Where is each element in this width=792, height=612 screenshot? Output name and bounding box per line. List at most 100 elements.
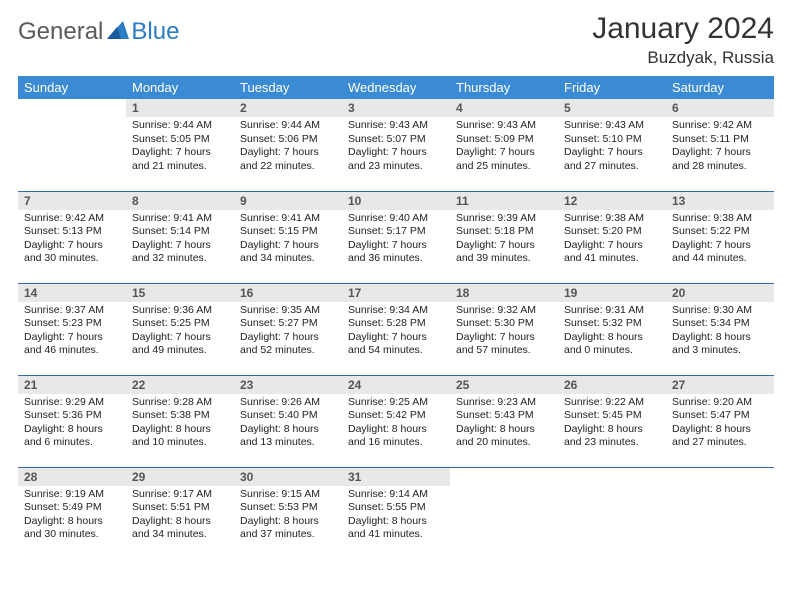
day-details: Sunrise: 9:25 AMSunset: 5:42 PMDaylight:… xyxy=(342,394,450,455)
calendar-cell xyxy=(558,467,666,559)
calendar-cell: 17Sunrise: 9:34 AMSunset: 5:28 PMDayligh… xyxy=(342,283,450,375)
day-number: 15 xyxy=(126,284,234,302)
daylight-text: Daylight: 7 hours xyxy=(132,239,228,253)
calendar-cell: 21Sunrise: 9:29 AMSunset: 5:36 PMDayligh… xyxy=(18,375,126,467)
sunset-text: Sunset: 5:38 PM xyxy=(132,409,228,423)
sunrise-text: Sunrise: 9:20 AM xyxy=(672,396,768,410)
calendar-cell: 5Sunrise: 9:43 AMSunset: 5:10 PMDaylight… xyxy=(558,99,666,191)
sunrise-text: Sunrise: 9:38 AM xyxy=(564,212,660,226)
day-details: Sunrise: 9:15 AMSunset: 5:53 PMDaylight:… xyxy=(234,486,342,547)
sunrise-text: Sunrise: 9:23 AM xyxy=(456,396,552,410)
sunrise-text: Sunrise: 9:41 AM xyxy=(132,212,228,226)
daylight-text: Daylight: 7 hours xyxy=(24,331,120,345)
daylight-text: Daylight: 7 hours xyxy=(456,331,552,345)
daylight-text: Daylight: 7 hours xyxy=(240,146,336,160)
sunrise-text: Sunrise: 9:44 AM xyxy=(240,119,336,133)
day-details: Sunrise: 9:42 AMSunset: 5:11 PMDaylight:… xyxy=(666,117,774,178)
sunrise-text: Sunrise: 9:29 AM xyxy=(24,396,120,410)
sunset-text: Sunset: 5:27 PM xyxy=(240,317,336,331)
day-details: Sunrise: 9:37 AMSunset: 5:23 PMDaylight:… xyxy=(18,302,126,363)
sunset-text: Sunset: 5:36 PM xyxy=(24,409,120,423)
daylight-text-2: and 34 minutes. xyxy=(240,252,336,266)
calendar-cell: 26Sunrise: 9:22 AMSunset: 5:45 PMDayligh… xyxy=(558,375,666,467)
sunrise-text: Sunrise: 9:15 AM xyxy=(240,488,336,502)
sunset-text: Sunset: 5:30 PM xyxy=(456,317,552,331)
daylight-text: Daylight: 7 hours xyxy=(348,146,444,160)
day-details: Sunrise: 9:43 AMSunset: 5:07 PMDaylight:… xyxy=(342,117,450,178)
day-header-row: Sunday Monday Tuesday Wednesday Thursday… xyxy=(18,76,774,99)
day-number: 30 xyxy=(234,468,342,486)
logo-triangle-icon xyxy=(107,21,129,44)
calendar-cell: 22Sunrise: 9:28 AMSunset: 5:38 PMDayligh… xyxy=(126,375,234,467)
sunset-text: Sunset: 5:42 PM xyxy=(348,409,444,423)
calendar-cell: 18Sunrise: 9:32 AMSunset: 5:30 PMDayligh… xyxy=(450,283,558,375)
sunset-text: Sunset: 5:11 PM xyxy=(672,133,768,147)
day-details: Sunrise: 9:31 AMSunset: 5:32 PMDaylight:… xyxy=(558,302,666,363)
calendar-cell: 20Sunrise: 9:30 AMSunset: 5:34 PMDayligh… xyxy=(666,283,774,375)
sunset-text: Sunset: 5:13 PM xyxy=(24,225,120,239)
daylight-text: Daylight: 8 hours xyxy=(564,423,660,437)
daylight-text-2: and 39 minutes. xyxy=(456,252,552,266)
daylight-text: Daylight: 7 hours xyxy=(456,239,552,253)
daylight-text: Daylight: 7 hours xyxy=(672,239,768,253)
daylight-text-2: and 21 minutes. xyxy=(132,160,228,174)
day-details: Sunrise: 9:30 AMSunset: 5:34 PMDaylight:… xyxy=(666,302,774,363)
sunrise-text: Sunrise: 9:39 AM xyxy=(456,212,552,226)
day-details: Sunrise: 9:17 AMSunset: 5:51 PMDaylight:… xyxy=(126,486,234,547)
daylight-text-2: and 32 minutes. xyxy=(132,252,228,266)
calendar-cell: 3Sunrise: 9:43 AMSunset: 5:07 PMDaylight… xyxy=(342,99,450,191)
calendar-cell: 2Sunrise: 9:44 AMSunset: 5:06 PMDaylight… xyxy=(234,99,342,191)
sunrise-text: Sunrise: 9:31 AM xyxy=(564,304,660,318)
daylight-text-2: and 27 minutes. xyxy=(672,436,768,450)
day-number: 13 xyxy=(666,192,774,210)
calendar-cell: 4Sunrise: 9:43 AMSunset: 5:09 PMDaylight… xyxy=(450,99,558,191)
calendar-cell: 24Sunrise: 9:25 AMSunset: 5:42 PMDayligh… xyxy=(342,375,450,467)
header: General Blue January 2024 Buzdyak, Russi… xyxy=(18,12,774,68)
day-number: 10 xyxy=(342,192,450,210)
daylight-text-2: and 30 minutes. xyxy=(24,252,120,266)
daylight-text-2: and 13 minutes. xyxy=(240,436,336,450)
sunrise-text: Sunrise: 9:19 AM xyxy=(24,488,120,502)
sunset-text: Sunset: 5:06 PM xyxy=(240,133,336,147)
day-details: Sunrise: 9:40 AMSunset: 5:17 PMDaylight:… xyxy=(342,210,450,271)
day-number: 26 xyxy=(558,376,666,394)
calendar-cell: 29Sunrise: 9:17 AMSunset: 5:51 PMDayligh… xyxy=(126,467,234,559)
col-wednesday: Wednesday xyxy=(342,76,450,99)
daylight-text: Daylight: 7 hours xyxy=(672,146,768,160)
day-number: 18 xyxy=(450,284,558,302)
daylight-text-2: and 44 minutes. xyxy=(672,252,768,266)
calendar-cell: 7Sunrise: 9:42 AMSunset: 5:13 PMDaylight… xyxy=(18,191,126,283)
title-block: January 2024 Buzdyak, Russia xyxy=(592,12,774,68)
calendar-cell: 9Sunrise: 9:41 AMSunset: 5:15 PMDaylight… xyxy=(234,191,342,283)
daylight-text: Daylight: 8 hours xyxy=(672,331,768,345)
day-details: Sunrise: 9:23 AMSunset: 5:43 PMDaylight:… xyxy=(450,394,558,455)
daylight-text-2: and 27 minutes. xyxy=(564,160,660,174)
empty-cell xyxy=(558,468,666,486)
calendar-cell xyxy=(666,467,774,559)
day-details: Sunrise: 9:14 AMSunset: 5:55 PMDaylight:… xyxy=(342,486,450,547)
day-details: Sunrise: 9:22 AMSunset: 5:45 PMDaylight:… xyxy=(558,394,666,455)
calendar-cell: 23Sunrise: 9:26 AMSunset: 5:40 PMDayligh… xyxy=(234,375,342,467)
day-number: 1 xyxy=(126,99,234,117)
calendar-cell: 16Sunrise: 9:35 AMSunset: 5:27 PMDayligh… xyxy=(234,283,342,375)
col-saturday: Saturday xyxy=(666,76,774,99)
calendar-row: 28Sunrise: 9:19 AMSunset: 5:49 PMDayligh… xyxy=(18,467,774,559)
day-number: 14 xyxy=(18,284,126,302)
day-number: 5 xyxy=(558,99,666,117)
day-number: 3 xyxy=(342,99,450,117)
daylight-text: Daylight: 8 hours xyxy=(240,515,336,529)
daylight-text-2: and 16 minutes. xyxy=(348,436,444,450)
calendar-table: Sunday Monday Tuesday Wednesday Thursday… xyxy=(18,76,774,559)
col-thursday: Thursday xyxy=(450,76,558,99)
sunset-text: Sunset: 5:18 PM xyxy=(456,225,552,239)
calendar-cell: 10Sunrise: 9:40 AMSunset: 5:17 PMDayligh… xyxy=(342,191,450,283)
day-details: Sunrise: 9:26 AMSunset: 5:40 PMDaylight:… xyxy=(234,394,342,455)
daylight-text-2: and 41 minutes. xyxy=(564,252,660,266)
sunset-text: Sunset: 5:05 PM xyxy=(132,133,228,147)
day-details: Sunrise: 9:39 AMSunset: 5:18 PMDaylight:… xyxy=(450,210,558,271)
calendar-cell: 28Sunrise: 9:19 AMSunset: 5:49 PMDayligh… xyxy=(18,467,126,559)
daylight-text: Daylight: 7 hours xyxy=(348,239,444,253)
sunset-text: Sunset: 5:45 PM xyxy=(564,409,660,423)
calendar-row: 14Sunrise: 9:37 AMSunset: 5:23 PMDayligh… xyxy=(18,283,774,375)
daylight-text: Daylight: 8 hours xyxy=(132,423,228,437)
